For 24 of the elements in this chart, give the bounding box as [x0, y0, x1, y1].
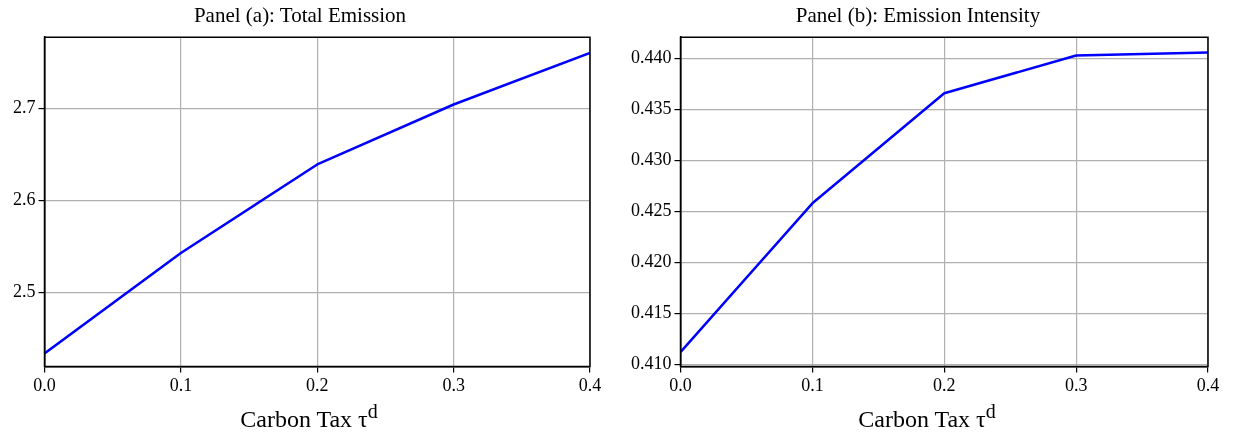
y-tick-label: 0.430: [631, 149, 672, 170]
x-tick-label: 0.2: [933, 374, 956, 395]
y-tick-label: 2.7: [13, 96, 36, 117]
y-tick-label: 2.5: [13, 281, 36, 302]
y-tick-label: 0.410: [631, 353, 672, 374]
y-tick-label: 0.440: [631, 47, 672, 68]
y-tick-label: 0.420: [631, 251, 672, 272]
x-tick-label: 0.1: [801, 374, 824, 395]
x-tick-label: 0.3: [1064, 374, 1088, 395]
x-axis-title: Carbon Tax τ$^{d}$: [239, 400, 379, 433]
x-tick-label: 0.1: [169, 374, 193, 395]
x-tick-label: 0.4: [578, 374, 602, 395]
y-tick-label: 2.6: [13, 189, 36, 210]
y-tick-label: 0.435: [631, 98, 672, 119]
x-tick-label: 0.4: [1196, 374, 1220, 395]
x-tick-label: 0.0: [33, 374, 56, 395]
x-tick-label: 0.3: [442, 374, 465, 395]
y-tick-label: 0.425: [631, 200, 672, 221]
x-tick-label: 0.0: [669, 374, 692, 395]
y-tick-label: 0.415: [631, 302, 672, 323]
x-tick-label: 0.2: [306, 374, 329, 395]
x-axis-title: Carbon Tax τ$^{d}$: [857, 400, 997, 433]
chart-title: Panel (b): Emission Intensity: [795, 3, 1041, 28]
chart-title: Panel (a): Total Emission: [193, 3, 407, 28]
